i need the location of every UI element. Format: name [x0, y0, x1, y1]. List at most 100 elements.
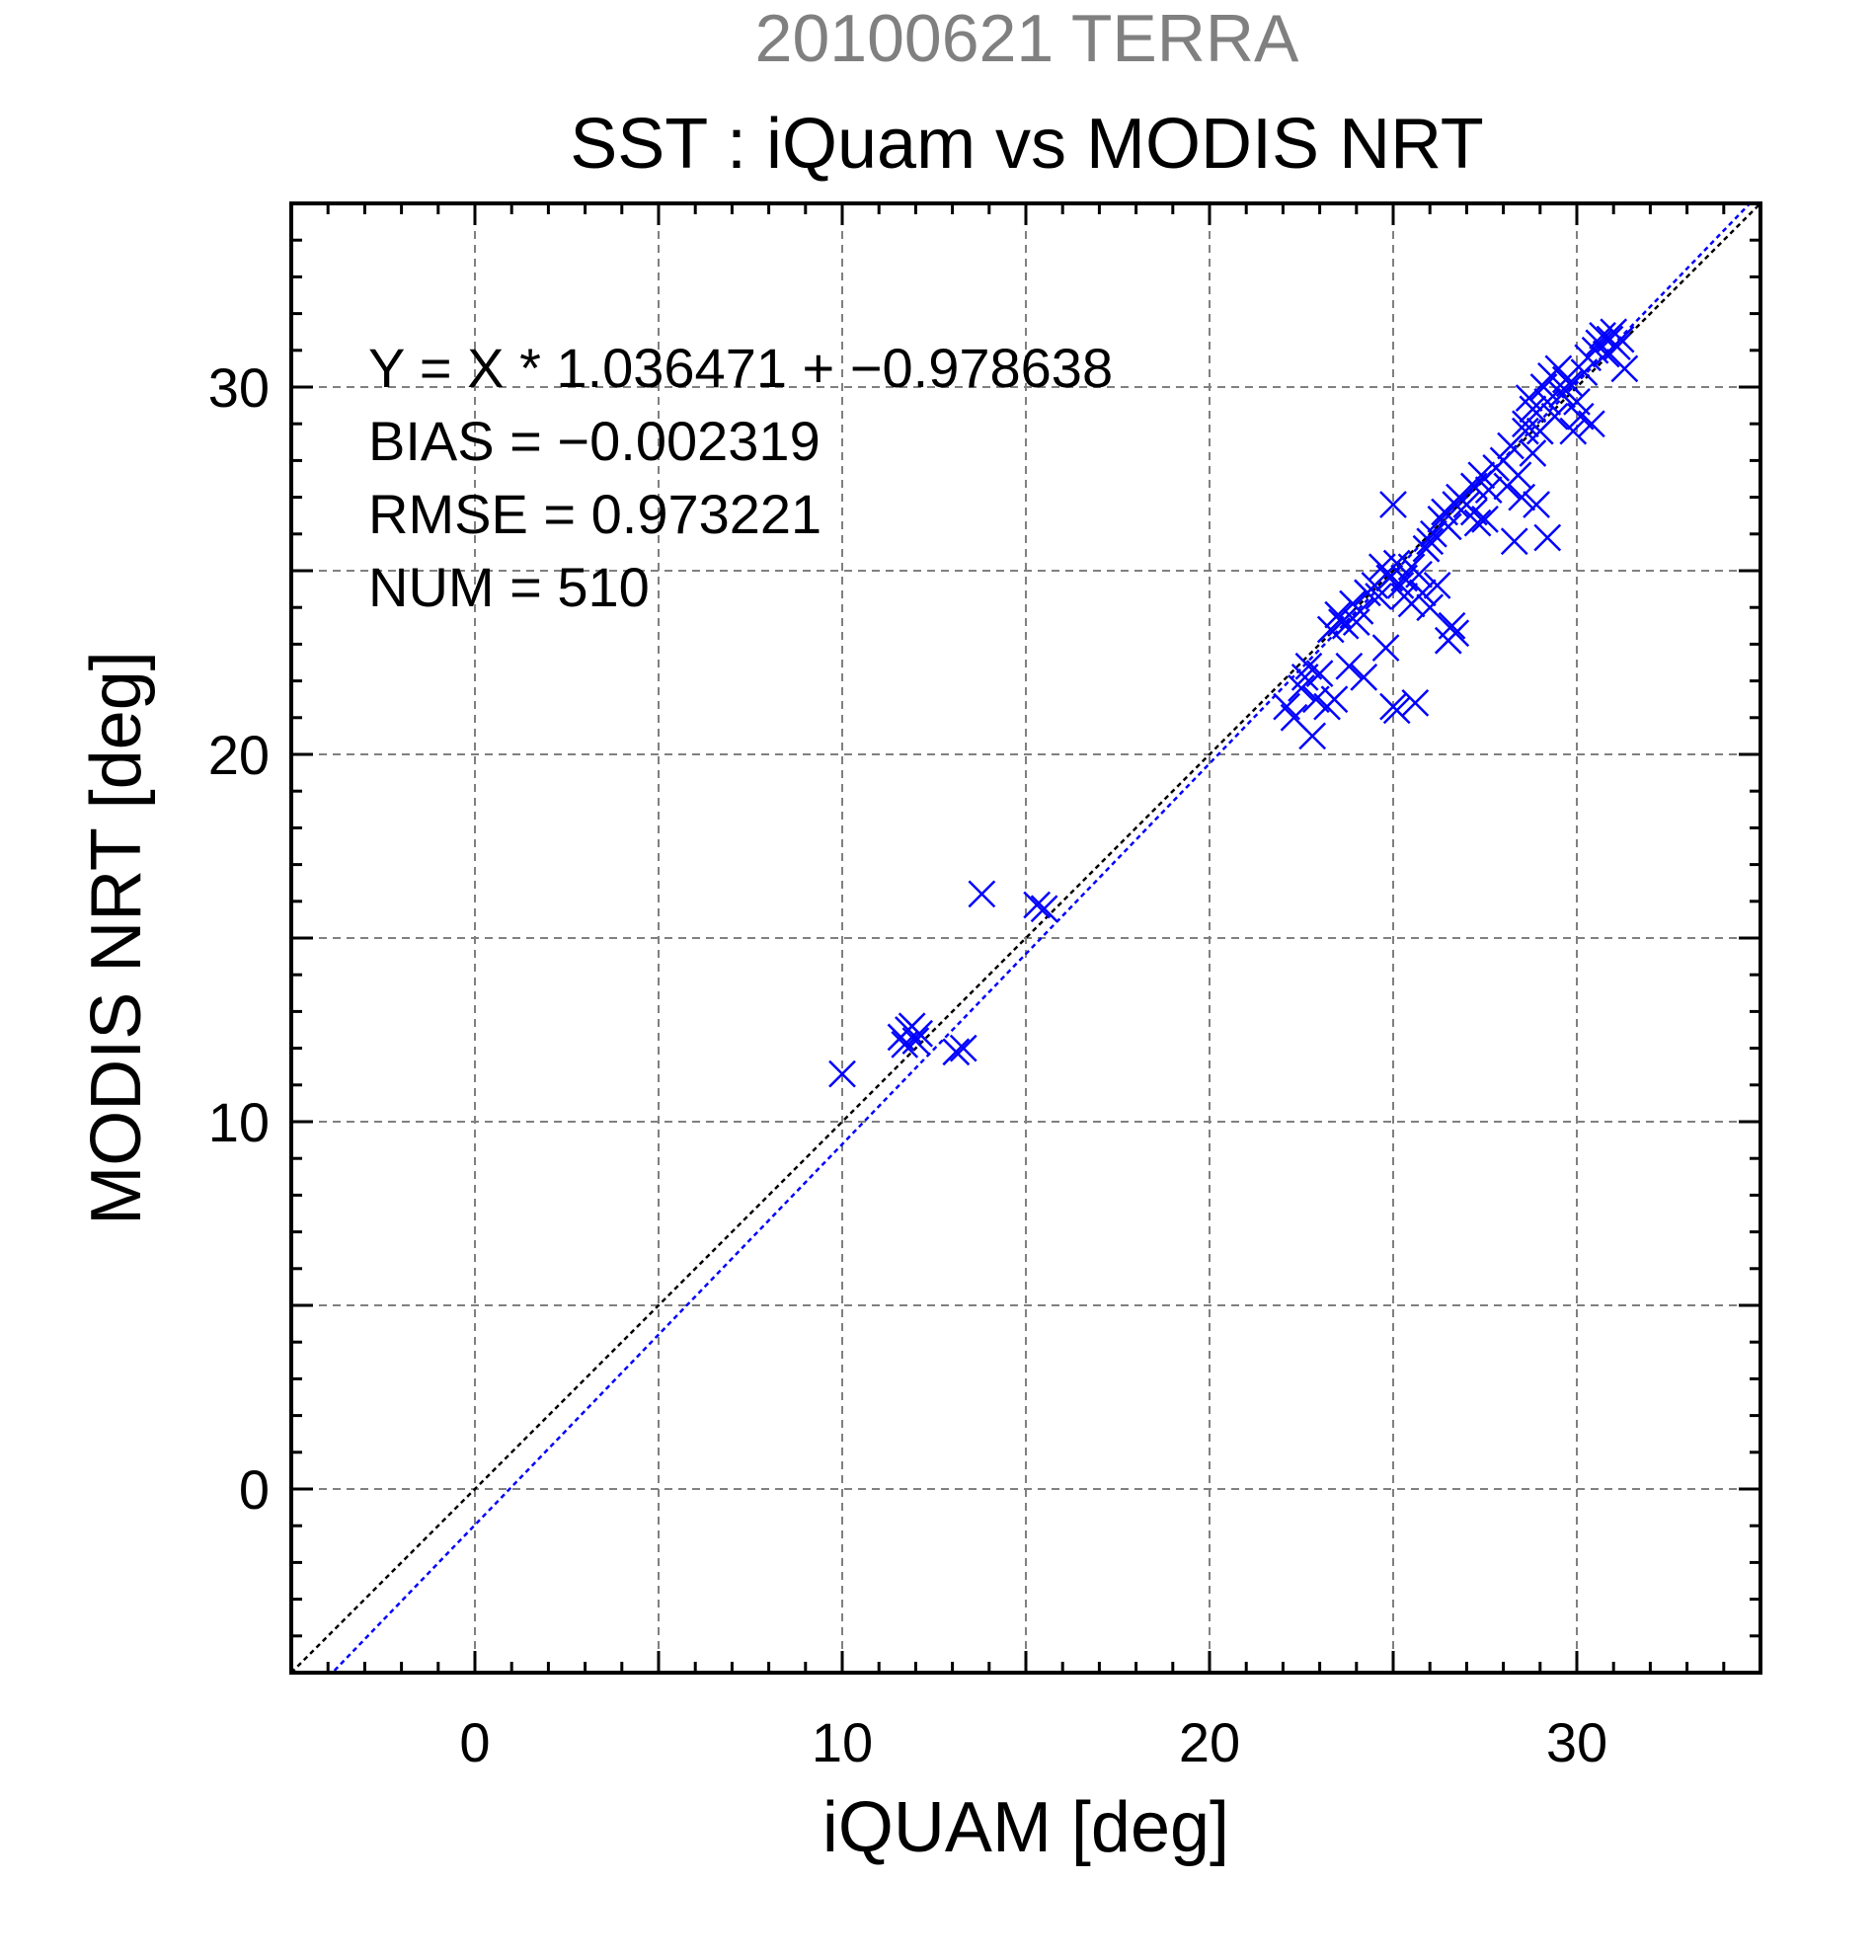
- data-point-stroke: [1379, 491, 1407, 518]
- data-point: [1610, 354, 1639, 383]
- data-point: [1328, 608, 1356, 636]
- data-point-stroke: [1342, 608, 1370, 636]
- data-point-stroke: [942, 1038, 971, 1066]
- data-point: [1298, 722, 1327, 750]
- data-point-stroke: [1493, 472, 1522, 501]
- plot-frame: [289, 201, 1762, 1675]
- data-point-stroke: [1512, 417, 1539, 445]
- data-point-stroke: [1471, 506, 1499, 533]
- data-point: [1416, 527, 1445, 556]
- data-point-stroke: [1551, 365, 1580, 394]
- data-point: [1515, 384, 1543, 413]
- data-point: [1459, 498, 1488, 526]
- data-point-stroke: [1500, 527, 1528, 556]
- data-point-stroke: [1559, 417, 1588, 445]
- data-point-stroke: [1328, 608, 1356, 636]
- data-point-stroke: [1386, 571, 1415, 599]
- data-point-stroke: [1324, 600, 1353, 629]
- chart-subtitle: 20100621 TERRA: [755, 1, 1299, 76]
- stats-rmse: RMSE = 0.973221: [368, 483, 821, 545]
- data-point: [1423, 571, 1451, 599]
- data-point-stroke: [1420, 519, 1447, 548]
- x-tick-label: 0: [459, 1711, 490, 1773]
- data-point-stroke: [1023, 891, 1052, 919]
- data-point-stroke: [1416, 527, 1445, 556]
- data-point-stroke: [1544, 354, 1573, 383]
- data-point: [1408, 579, 1437, 607]
- data-point-stroke: [901, 1027, 930, 1056]
- data-point-stroke: [905, 1019, 934, 1048]
- data-points: [828, 318, 1639, 1088]
- data-point-stroke: [1438, 611, 1466, 640]
- data-point: [968, 880, 996, 908]
- data-point-stroke: [1610, 354, 1639, 383]
- data-point-stroke: [1365, 583, 1393, 610]
- tick-labels: 0 10 20 30 0 10 20 30: [208, 356, 1607, 1773]
- data-point: [1365, 583, 1393, 610]
- data-point: [1512, 410, 1539, 438]
- data-point: [1474, 476, 1503, 505]
- data-point: [1405, 560, 1433, 588]
- data-point: [1592, 340, 1620, 368]
- data-point-stroke: [1577, 410, 1605, 438]
- data-point: [1023, 891, 1052, 919]
- data-point-stroke: [968, 880, 996, 908]
- data-point-stroke: [1423, 571, 1451, 599]
- data-point: [1030, 895, 1058, 923]
- data-point: [1577, 410, 1605, 438]
- data-point-stroke: [1533, 523, 1562, 552]
- data-point: [1350, 663, 1378, 691]
- data-point: [1379, 491, 1407, 518]
- data-point-stroke: [1405, 560, 1433, 588]
- data-point-stroke: [1489, 446, 1518, 475]
- data-point: [1412, 534, 1441, 563]
- data-point: [1346, 597, 1374, 625]
- y-tick-label: 20: [208, 724, 270, 786]
- data-point: [1361, 571, 1389, 599]
- data-point-stroke: [1371, 634, 1400, 663]
- data-point: [1467, 461, 1496, 490]
- data-point: [1533, 523, 1562, 552]
- data-point-stroke: [1519, 395, 1547, 424]
- data-point-stroke: [1533, 387, 1562, 416]
- x-tick-label: 20: [1179, 1711, 1240, 1773]
- data-point-stroke: [1382, 549, 1411, 578]
- data-point-stroke: [1512, 410, 1539, 438]
- y-tick-label: 10: [208, 1091, 270, 1153]
- data-point-stroke: [1408, 579, 1437, 607]
- data-point-stroke: [1335, 652, 1364, 680]
- data-point-stroke: [1273, 692, 1301, 721]
- data-point: [1559, 417, 1588, 445]
- data-point-stroke: [1540, 402, 1569, 431]
- data-point-stroke: [949, 1034, 977, 1062]
- data-point-stroke: [1294, 652, 1323, 680]
- data-point: [1512, 417, 1539, 445]
- y-axis-label: MODIS NRT [deg]: [77, 651, 156, 1225]
- data-point-stroke: [1030, 895, 1058, 923]
- data-point-stroke: [1592, 340, 1620, 368]
- stats-regression: Y = X * 1.036471 + −0.978638: [368, 337, 1113, 399]
- data-point: [1519, 395, 1547, 424]
- y-tick-label: 0: [239, 1458, 270, 1521]
- data-point-stroke: [1566, 402, 1595, 431]
- data-point: [1551, 365, 1580, 394]
- data-point: [1401, 689, 1430, 717]
- data-point: [1382, 696, 1411, 725]
- stats-bias: BIAS = −0.002319: [368, 410, 821, 472]
- data-point-stroke: [1298, 722, 1327, 750]
- stats-num: NUM = 510: [368, 556, 650, 618]
- data-point: [1540, 402, 1569, 431]
- data-point-stroke: [1401, 689, 1430, 717]
- data-point-stroke: [1416, 593, 1445, 622]
- data-point-stroke: [1442, 619, 1470, 648]
- data-point-stroke: [1288, 674, 1315, 702]
- fit-lines: [291, 203, 1760, 1673]
- data-point: [1519, 439, 1547, 467]
- data-point: [891, 1030, 919, 1058]
- data-point-stroke: [1474, 476, 1503, 505]
- data-point: [1508, 483, 1536, 511]
- data-point: [905, 1019, 934, 1048]
